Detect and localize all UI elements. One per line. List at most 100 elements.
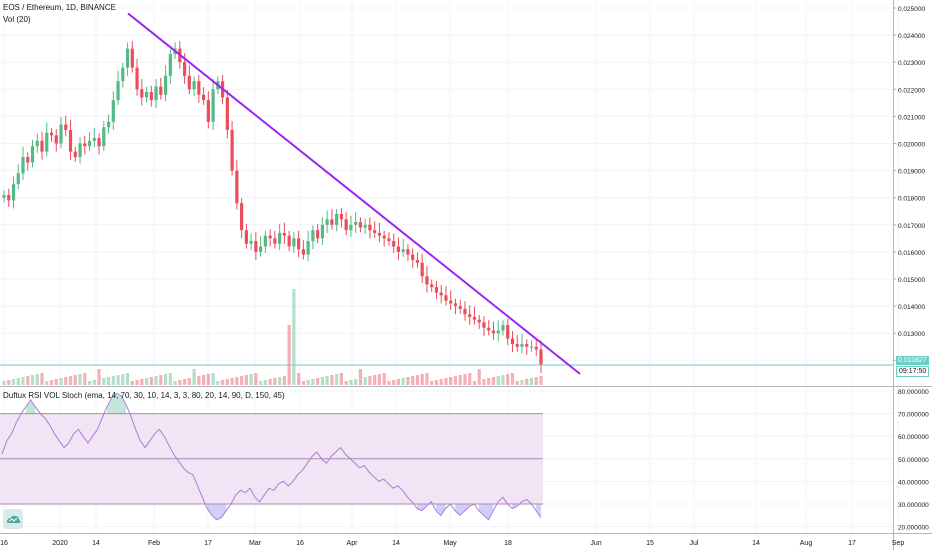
volume-bar <box>197 376 201 385</box>
candle-body <box>292 238 296 247</box>
candle-body <box>106 121 111 128</box>
volume-bar <box>316 378 320 385</box>
volume-bar <box>387 381 391 385</box>
rsi-indicator-title[interactable]: Duftux RSI VOL Stoch (ema, 14, 70, 30, 1… <box>3 391 285 400</box>
time-tick-label: 17 <box>204 540 212 547</box>
candle-body <box>368 224 372 231</box>
volume-bar <box>83 373 87 385</box>
candle-body <box>187 75 191 90</box>
rsi-band-lines <box>0 413 543 505</box>
volume-bar <box>216 381 220 385</box>
volume-bar <box>26 376 30 385</box>
trendline[interactable] <box>127 12 581 375</box>
current-price-badge: 0.011827 <box>896 356 929 365</box>
candle-body <box>163 75 168 95</box>
volume-bar <box>539 376 543 385</box>
volume-bar <box>49 380 54 385</box>
candle-body <box>458 306 462 309</box>
candle-body <box>415 260 420 263</box>
candle-body <box>7 194 11 201</box>
candle-body <box>316 230 320 239</box>
price-tick-label: 0.018000 <box>898 196 925 203</box>
candle-body <box>411 254 415 261</box>
candle-body <box>506 325 510 339</box>
volume-bar <box>249 374 253 385</box>
volume-bar <box>468 373 472 385</box>
volume-bar <box>392 380 396 385</box>
price-tick-label: 0.021000 <box>898 114 925 121</box>
volume-bar <box>2 381 6 385</box>
candle-body <box>496 330 500 334</box>
candle-body <box>534 346 538 350</box>
volume-bar <box>406 377 410 385</box>
candle-body <box>45 132 49 152</box>
candle-body <box>263 235 267 247</box>
price-tick-label: 0.023000 <box>898 60 925 67</box>
volume-bar <box>59 378 63 385</box>
candle-body <box>453 303 458 307</box>
volume-bar <box>525 379 529 385</box>
volume-bar <box>330 375 334 385</box>
price-pane[interactable] <box>0 0 893 386</box>
volume-bar <box>78 374 82 385</box>
candle-body <box>97 138 101 147</box>
volume-bar <box>130 381 134 385</box>
candle-body <box>197 81 201 95</box>
price-tick-label: 0.015000 <box>898 277 925 284</box>
candle-body <box>344 219 348 231</box>
rsi-tick-label: 30.000000 <box>898 502 929 509</box>
volume-bar <box>472 381 477 385</box>
volume-bars <box>2 289 543 385</box>
volume-bar <box>444 378 448 385</box>
candle-body <box>306 241 310 255</box>
time-axis[interactable]: 16 2020 14 Feb 17 Mar 16 Apr 14 May 18 Jun 15 Jul 14 Au… <box>0 540 904 547</box>
volume-bar <box>135 380 139 385</box>
candle-body <box>278 232 282 244</box>
volume-bar <box>125 373 130 385</box>
candle-body <box>144 92 149 98</box>
candle-body <box>363 224 367 228</box>
volume-bar <box>282 376 286 385</box>
time-tick-label: Jun <box>590 540 601 547</box>
volume-bar <box>121 374 125 385</box>
time-tick-label: Feb <box>148 540 160 547</box>
rsi-axis[interactable]: 80.000000 70.000000 60.000000 50.000000 40.0… <box>898 389 929 532</box>
candle-body <box>487 327 491 331</box>
volume-bar <box>144 378 149 385</box>
time-tick-label: May <box>443 540 457 547</box>
volume-bar <box>439 379 443 385</box>
candle-body <box>26 157 30 163</box>
rsi-extreme-fill <box>512 504 518 509</box>
volume-bar <box>30 375 35 385</box>
volume-indicator-label[interactable]: Vol (20) <box>3 15 31 24</box>
symbol-title[interactable]: EOS / Ethereum, 1D, BINANCE <box>3 3 116 12</box>
candle-body <box>434 287 439 293</box>
volume-bar <box>354 379 358 385</box>
candle-body <box>11 184 16 201</box>
volume-bar <box>211 373 215 385</box>
candle-body <box>59 124 63 144</box>
volume-bar <box>201 375 206 385</box>
rsi-extreme-fill <box>25 400 36 414</box>
volume-bar <box>368 376 372 385</box>
volume-bar <box>430 381 434 385</box>
candle-body <box>301 249 305 255</box>
volume-bar <box>306 380 310 385</box>
volume-bar <box>230 378 234 385</box>
tradingview-cloud-icon[interactable] <box>3 509 23 529</box>
candle-body <box>240 203 244 231</box>
volume-bar <box>287 325 291 385</box>
volume-bar <box>111 376 115 385</box>
candle-body <box>439 292 443 296</box>
candle-body <box>211 89 215 122</box>
volume-bar <box>154 376 158 385</box>
candle-body <box>449 300 453 304</box>
volume-bar <box>496 376 500 385</box>
volume-bar <box>411 376 415 385</box>
volume-bar <box>515 381 519 385</box>
candle-body <box>420 262 424 277</box>
candle-body <box>130 48 134 68</box>
rsi-line <box>1 392 542 521</box>
volume-bar <box>178 380 182 385</box>
